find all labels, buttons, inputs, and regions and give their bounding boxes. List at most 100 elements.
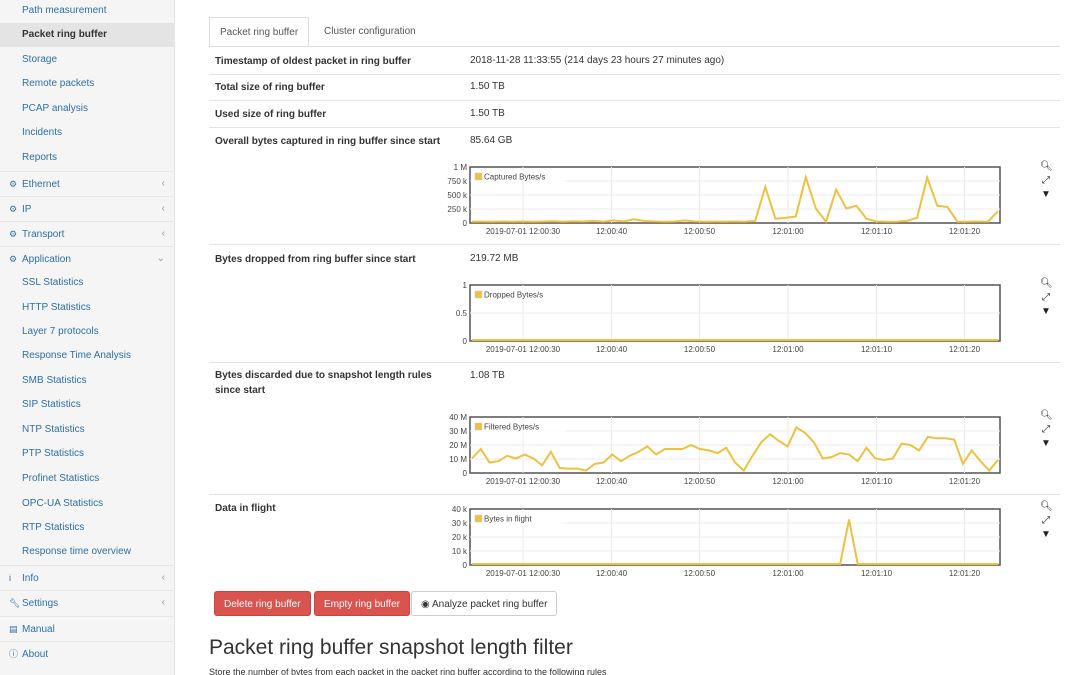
sidebar-item-pcap-analysis[interactable]: PCAP analysis [0, 97, 175, 121]
sidebar-item-packet-ring-buffer[interactable]: Packet ring buffer [0, 23, 175, 47]
compress-icon[interactable]: ⤢ [1042, 515, 1050, 526]
sidebar-item-opc-ua-statistics[interactable]: OPC-UA Statistics [0, 492, 175, 516]
x-tick-label: 12:00:40 [596, 227, 628, 236]
sidebar-item-label: Packet ring buffer [22, 29, 108, 40]
empty-ring-buffer-button[interactable]: Empty ring buffer [314, 591, 410, 616]
caret-down-icon[interactable]: ▼ [1041, 189, 1051, 200]
sidebar-item-sip-statistics[interactable]: SIP Statistics [0, 393, 175, 417]
sidebar-item-manual[interactable]: ▤ Manual [0, 616, 175, 640]
captured-chart[interactable]: 1 M 750 k 500 k 250 k 0 2019-07-01 12:00:30 12… [438, 160, 1028, 245]
sidebar-item-label: PCAP analysis [22, 103, 88, 114]
inflight-chart[interactable]: 40 k 30 k 20 k 10 k 0 2019-07-01 12:00:30 12:0… [438, 502, 1028, 587]
legend-label: Bytes in flight [484, 515, 532, 524]
sidebar-item-about[interactable]: ⓘ About [0, 641, 175, 665]
legend-background [472, 288, 561, 301]
y-tick-label: 500 k [447, 191, 468, 200]
sidebar-item-ssl-statistics[interactable]: SSL Statistics [0, 271, 175, 295]
search-icon[interactable]: 🔍︎ [1040, 278, 1053, 289]
sidebar-item-ethernet[interactable]: ⚙ Ethernet ‹ [0, 171, 175, 195]
tab-cluster-configuration[interactable]: Cluster configuration [324, 26, 416, 37]
sidebar-item-incidents[interactable]: Incidents [0, 121, 175, 145]
search-icon[interactable]: 🔍︎ [1040, 410, 1053, 421]
gear-icon: ⚙ [9, 229, 18, 239]
compress-icon[interactable]: ⤢ [1042, 292, 1050, 303]
chevron-down-icon: ⌄ [156, 253, 165, 264]
sidebar-item-storage[interactable]: Storage [0, 48, 175, 72]
info-icon: i [9, 573, 11, 583]
tab-packet-ring-buffer[interactable]: Packet ring buffer [209, 17, 310, 47]
chevron-left-icon: ‹ [161, 228, 165, 239]
sidebar-item-label: Remote packets [22, 78, 95, 89]
legend-label: Captured Bytes/s [484, 173, 545, 182]
sidebar-item-profinet-statistics[interactable]: Profinet Statistics [0, 467, 175, 491]
gear-icon: ⚙ [9, 204, 18, 214]
x-tick-label: 12:01:20 [949, 569, 981, 578]
y-tick-label: 30 M [449, 427, 467, 436]
tab-divider [209, 46, 1060, 47]
caret-down-icon[interactable]: ▼ [1041, 438, 1051, 449]
legend: Filtered Bytes/s [472, 420, 566, 433]
sidebar-item-response-time-overview[interactable]: Response time overview [0, 540, 175, 564]
sidebar-item-reports[interactable]: Reports [0, 146, 175, 170]
x-tick-label: 2019-07-01 12:00:30 [486, 569, 561, 578]
compress-icon[interactable]: ⤢ [1042, 175, 1050, 186]
sidebar-item-rtp-statistics[interactable]: RTP Statistics [0, 516, 175, 540]
sidebar-item-label: Path measurement [22, 5, 107, 16]
sidebar-item-smb-statistics[interactable]: SMB Statistics [0, 369, 175, 393]
sidebar-item-label: Response Time Analysis [22, 350, 131, 361]
search-icon[interactable]: 🔍︎ [1040, 161, 1053, 172]
dropped-chart[interactable]: 1 0.5 0 2019-07-01 12:00:30 12:00:40 12:00:50… [438, 278, 1028, 363]
section-title: Packet ring buffer snapshot length filte… [209, 636, 573, 659]
analyze-ring-buffer-button[interactable]: ◉ Analyze packet ring buffer [411, 591, 558, 616]
y-tick-label: 0 [463, 469, 468, 478]
series-line [471, 173, 999, 224]
y-tick-label: 10 k [452, 547, 468, 556]
oldest-packet-value: 2018-11-28 11:33:55 (214 days 23 hours 2… [470, 55, 725, 66]
caret-down-icon[interactable]: ▼ [1041, 306, 1051, 317]
compress-icon[interactable]: ⤢ [1042, 424, 1050, 435]
x-tick-label: 2019-07-01 12:00:30 [486, 227, 561, 236]
legend-background [472, 420, 566, 433]
legend: Captured Bytes/s [472, 170, 566, 183]
caret-down-icon[interactable]: ▼ [1041, 529, 1051, 540]
row-divider [209, 362, 1060, 363]
x-tick-label: 12:01:00 [772, 569, 804, 578]
delete-ring-buffer-button[interactable]: Delete ring buffer [214, 591, 311, 616]
sidebar-item-application[interactable]: ⚙ Application ⌄ [0, 246, 175, 270]
y-tick-label: 40 k [452, 505, 468, 514]
x-tick-label: 12:00:50 [684, 227, 716, 236]
sidebar-item-label: Ethernet [22, 179, 60, 190]
y-tick-label: 0 [463, 219, 468, 228]
sidebar-item-label: Profinet Statistics [22, 473, 100, 484]
sidebar-item-ntp-statistics[interactable]: NTP Statistics [0, 418, 175, 442]
dropped-label: Bytes dropped from ring buffer since sta… [215, 254, 416, 265]
total-size-label: Total size of ring buffer [215, 82, 325, 93]
sidebar-item-layer-7-protocols[interactable]: Layer 7 protocols [0, 320, 175, 344]
series-line [471, 426, 999, 473]
sidebar-item-label: Reports [22, 152, 58, 163]
sidebar-item-info[interactable]: i Info ‹ [0, 565, 175, 589]
sidebar-item-settings[interactable]: 🔧︎ Settings ‹ [0, 590, 175, 614]
search-icon[interactable]: 🔍︎ [1040, 501, 1053, 512]
sidebar-item-ptp-statistics[interactable]: PTP Statistics [0, 442, 175, 466]
sidebar-item-label: Info [22, 573, 39, 584]
sidebar-item-label: About [22, 649, 49, 660]
filtered-chart[interactable]: 40 M 30 M 20 M 10 M 0 2019-07-01 12:00:30 12:0… [438, 410, 1028, 495]
sidebar-item-label: Application [22, 254, 71, 265]
x-tick-label: 12:00:40 [596, 345, 628, 354]
sidebar-item-response-time-analysis[interactable]: Response Time Analysis [0, 344, 175, 368]
sidebar-item-transport[interactable]: ⚙ Transport ‹ [0, 221, 175, 245]
sidebar-item-label: Transport [22, 229, 65, 240]
sidebar-item-path-measurement[interactable]: Path measurement [0, 0, 175, 23]
discarded-value: 1.08 TB [470, 370, 505, 381]
sidebar-item-remote-packets[interactable]: Remote packets [0, 72, 175, 96]
dropped-chart-tools: 🔍︎ ⤢ ▼ [1040, 277, 1053, 319]
x-tick-label: 12:00:50 [684, 477, 716, 486]
captured-value: 85.64 GB [470, 135, 513, 146]
y-tick-label: 0.5 [456, 309, 468, 318]
sidebar-item-ip[interactable]: ⚙ IP ‹ [0, 196, 175, 220]
sidebar-item-http-statistics[interactable]: HTTP Statistics [0, 296, 175, 320]
sidebar-item-label: OPC-UA Statistics [22, 498, 104, 509]
chevron-left-icon: ‹ [161, 597, 165, 608]
captured-chart-tools: 🔍︎ ⤢ ▼ [1040, 160, 1053, 202]
